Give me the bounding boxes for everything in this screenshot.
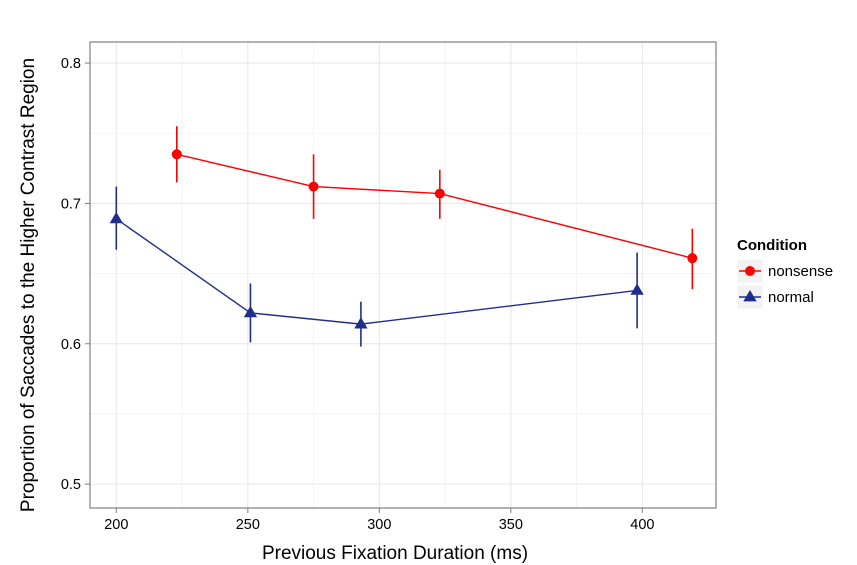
x-tick-label: 400 (630, 517, 654, 533)
data-point-nonsense (434, 188, 445, 199)
data-point-normal (354, 317, 368, 329)
plot-panel-border (89, 41, 717, 509)
series-line-normal (115, 218, 638, 325)
y-tick-label: 0.7 (61, 196, 81, 212)
series-normal (109, 186, 644, 347)
data-point-normal (109, 211, 123, 224)
x-tick-label: 350 (499, 517, 523, 533)
x-axis-title: Previous Fixation Duration (ms) (262, 543, 528, 564)
data-point-nonsense (171, 149, 182, 160)
x-tick-label: 300 (367, 517, 391, 533)
legend: Condition nonsense normal (736, 237, 833, 310)
series-nonsense (171, 126, 698, 290)
data-point-normal (630, 283, 644, 295)
y-tick-label: 0.6 (61, 337, 81, 353)
data-point-nonsense (308, 181, 319, 192)
series-layer (109, 126, 698, 347)
legend-title: Condition (737, 237, 807, 254)
legend-items: nonsense normal (736, 258, 833, 310)
y-tick-label: 0.5 (61, 477, 81, 493)
grid-major (90, 42, 716, 508)
legend-marker-normal (743, 290, 757, 302)
y-tick-label: 0.8 (61, 56, 81, 72)
data-point-nonsense (687, 253, 698, 264)
legend-item-normal: normal (736, 284, 814, 310)
data-point-normal (243, 305, 258, 318)
legend-marker-nonsense (745, 266, 755, 276)
y-axis-title: Proportion of Saccades to the Higher Con… (18, 58, 39, 512)
x-axis: 200 250 300 350 400 (104, 508, 654, 533)
x-tick-label: 250 (236, 517, 260, 533)
series-line-nonsense (176, 153, 693, 259)
legend-label-normal: normal (768, 289, 814, 306)
legend-label-nonsense: nonsense (768, 263, 833, 280)
legend-item-nonsense: nonsense (736, 258, 833, 284)
y-axis: 0.5 0.6 0.7 0.8 (61, 56, 90, 493)
x-tick-label: 200 (104, 517, 128, 533)
